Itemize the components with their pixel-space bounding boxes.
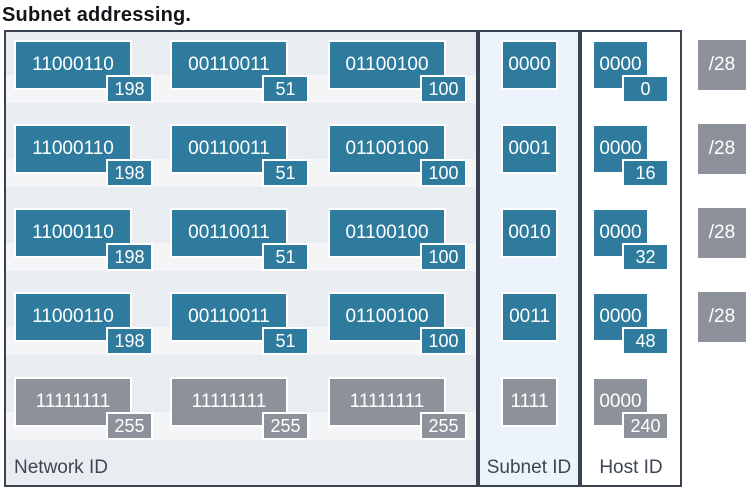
octet-decimal-box: 198 xyxy=(106,243,153,271)
host-decimal-box: 0 xyxy=(622,75,669,103)
octet-binary-box: 11111111 xyxy=(328,377,446,427)
host-decimal-box: 240 xyxy=(622,412,669,440)
subnet-bits-box: 0010 xyxy=(501,208,558,258)
octet-binary-box: 00110011 xyxy=(170,292,288,342)
prefix-label: /28 xyxy=(698,292,746,342)
octet-decimal-box: 255 xyxy=(420,412,467,440)
octet-binary-box: 11000110 xyxy=(14,40,132,90)
network-id-panel: Network ID 11000110 198 00110011 51 01100100… xyxy=(4,30,478,487)
host-id-panel: Host ID 0000 0 0000 16 0000 32 0000 48 0000 240 xyxy=(580,30,682,487)
octet-decimal-box: 100 xyxy=(420,159,467,187)
host-id-label: Host ID xyxy=(599,457,663,478)
subnet-bits-box: 0001 xyxy=(501,124,558,174)
octet-decimal-box: 198 xyxy=(106,159,153,187)
octet-decimal-box: 51 xyxy=(262,243,309,271)
octet-decimal-box: 51 xyxy=(262,159,309,187)
octet-decimal-box: 198 xyxy=(106,75,153,103)
host-decimal-box: 16 xyxy=(622,159,669,187)
prefix-label: /28 xyxy=(698,208,746,258)
subnet-bits-box: 0000 xyxy=(501,40,558,90)
prefix-column: /28/28/28/28 xyxy=(698,32,746,487)
octet-decimal-box: 100 xyxy=(420,75,467,103)
octet-decimal-box: 198 xyxy=(106,327,153,355)
octet-decimal-box: 255 xyxy=(106,412,153,440)
host-decimal-box: 32 xyxy=(622,243,669,271)
prefix-label: /28 xyxy=(698,40,746,90)
octet-decimal-box: 100 xyxy=(420,327,467,355)
prefix-label: /28 xyxy=(698,124,746,174)
octet-decimal-box: 51 xyxy=(262,75,309,103)
octet-decimal-box: 100 xyxy=(420,243,467,271)
octet-decimal-box: 51 xyxy=(262,327,309,355)
subnet-bits-box: 0011 xyxy=(501,292,558,342)
octet-binary-box: 11111111 xyxy=(170,377,288,427)
host-decimal-box: 48 xyxy=(622,327,669,355)
octet-decimal-box: 255 xyxy=(262,412,309,440)
subnet-bits-box: 1111 xyxy=(501,377,558,427)
network-id-label: Network ID xyxy=(14,457,108,478)
host-bits-box: 0000 xyxy=(592,40,649,90)
subnet-id-panel: Subnet ID 0000 0001 0010 0011 1111 xyxy=(478,30,580,487)
diagram-title: Subnet addressing. xyxy=(2,4,192,26)
subnet-id-label: Subnet ID xyxy=(486,457,572,478)
